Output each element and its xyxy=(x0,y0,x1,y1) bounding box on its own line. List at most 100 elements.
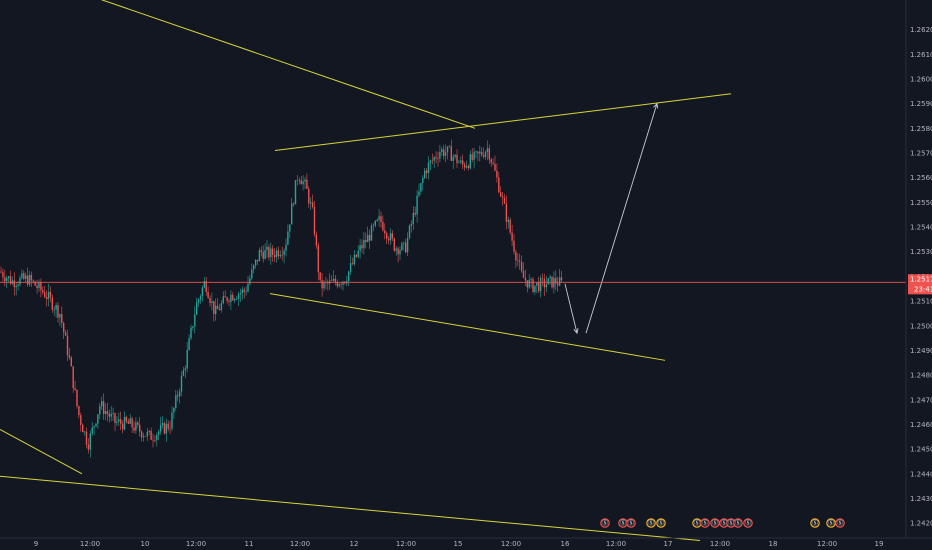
event-marker[interactable]: Ⓢ xyxy=(733,518,743,528)
event-marker-glyph: Ⓢ xyxy=(728,519,734,527)
time-tick-label: 17 xyxy=(664,540,673,548)
candle-body xyxy=(249,278,251,284)
candle-body xyxy=(349,263,352,272)
candle-body xyxy=(370,225,373,241)
candle-body xyxy=(129,418,131,424)
time-tick-label: 18 xyxy=(769,540,778,548)
candle-body xyxy=(475,151,477,153)
candle-body xyxy=(260,250,262,253)
candle-body xyxy=(30,274,33,281)
candle-body xyxy=(454,154,456,157)
candle-body xyxy=(152,439,154,441)
trendline[interactable] xyxy=(274,93,732,152)
candle-body xyxy=(17,284,19,286)
candle-body xyxy=(332,278,335,281)
candle-body xyxy=(275,250,278,258)
candle-body xyxy=(120,419,122,424)
candle-body xyxy=(266,246,268,251)
candle-body xyxy=(359,245,361,251)
candle-body xyxy=(224,296,226,298)
price-tick-label: 1.25900 xyxy=(910,100,932,108)
candle-body xyxy=(539,278,542,292)
arrow-line[interactable] xyxy=(564,283,578,334)
candle-body xyxy=(416,195,418,215)
event-marker[interactable]: Ⓢ xyxy=(618,518,628,528)
candles-layer xyxy=(0,139,563,458)
event-marker[interactable]: Ⓢ xyxy=(810,518,820,528)
candle-body xyxy=(57,305,59,318)
candle-body xyxy=(112,413,114,414)
candle-body xyxy=(74,388,76,390)
candle-body xyxy=(182,370,185,376)
events-layer[interactable]: Ⓢ Ⓢ Ⓢ Ⓢ Ⓢ Ⓢ Ⓢ Ⓢ Ⓢ Ⓢ Ⓢ Ⓢ Ⓢ Ⓢ Ⓢ xyxy=(600,518,845,528)
candle-body xyxy=(213,301,215,315)
candle-body xyxy=(367,235,369,243)
candle-body xyxy=(89,433,91,450)
event-marker-glyph: Ⓢ xyxy=(837,519,843,527)
candle-body xyxy=(353,254,356,265)
event-marker[interactable]: Ⓢ xyxy=(826,518,836,528)
candle-body xyxy=(125,416,128,422)
candle-body xyxy=(277,250,280,257)
trendline[interactable] xyxy=(88,0,476,129)
candle-body xyxy=(228,300,230,302)
arrow-line[interactable] xyxy=(585,103,658,334)
candle-body xyxy=(146,431,148,437)
candle-body xyxy=(83,431,86,433)
candle-body xyxy=(340,284,342,285)
candle-body xyxy=(431,160,433,162)
event-marker[interactable]: Ⓢ xyxy=(600,518,610,528)
candle-body xyxy=(47,291,50,299)
candle-body xyxy=(19,277,21,285)
drawings-layer[interactable] xyxy=(0,0,732,541)
candle-body xyxy=(133,427,135,431)
event-marker-glyph: Ⓢ xyxy=(694,519,700,527)
candle-body xyxy=(237,294,240,299)
trendline[interactable] xyxy=(0,428,83,475)
candle-body xyxy=(239,293,242,295)
candle-body xyxy=(387,238,390,241)
candle-body xyxy=(425,170,428,174)
price-tick-label: 1.26200 xyxy=(910,26,932,34)
candle-body xyxy=(515,251,517,261)
price-tick-label: 1.25800 xyxy=(910,125,932,133)
candle-body xyxy=(501,196,504,198)
candle-body xyxy=(291,203,293,225)
candle-body xyxy=(201,287,204,297)
candle-body xyxy=(72,366,74,389)
candle-body xyxy=(334,278,337,283)
candle-body xyxy=(452,156,454,161)
candle-body xyxy=(80,415,82,425)
candle-body xyxy=(338,284,340,287)
candle-body xyxy=(427,162,430,174)
candle-body xyxy=(374,220,376,226)
event-marker[interactable]: Ⓢ xyxy=(692,518,702,528)
event-marker[interactable]: Ⓢ xyxy=(626,518,636,528)
candle-body xyxy=(15,285,17,288)
time-axis[interactable]: 9 12:00 10 12:00 11 12:00 12 12:00 15 12:00 16 12:0… xyxy=(34,540,884,548)
candle-body xyxy=(429,160,432,163)
candle-body xyxy=(82,424,84,433)
candle-body xyxy=(140,431,143,438)
trendline[interactable] xyxy=(269,293,666,361)
candle-body xyxy=(21,273,23,278)
candle-body xyxy=(268,246,270,258)
event-marker[interactable]: Ⓢ xyxy=(835,518,845,528)
candle-body xyxy=(511,232,513,241)
trendline[interactable] xyxy=(0,475,701,541)
event-marker[interactable]: Ⓢ xyxy=(700,518,710,528)
candle-body xyxy=(302,181,304,185)
candle-body xyxy=(310,202,312,204)
candle-body xyxy=(469,154,471,169)
event-marker[interactable]: Ⓢ xyxy=(710,518,720,528)
event-marker[interactable]: Ⓢ xyxy=(646,518,656,528)
time-tick-label: 12 xyxy=(350,540,359,548)
candle-body xyxy=(159,425,162,432)
event-marker[interactable]: Ⓢ xyxy=(743,518,753,528)
event-marker[interactable]: Ⓢ xyxy=(656,518,666,528)
candle-body xyxy=(55,305,57,310)
candle-body xyxy=(289,224,291,232)
event-marker-ring xyxy=(810,518,820,528)
